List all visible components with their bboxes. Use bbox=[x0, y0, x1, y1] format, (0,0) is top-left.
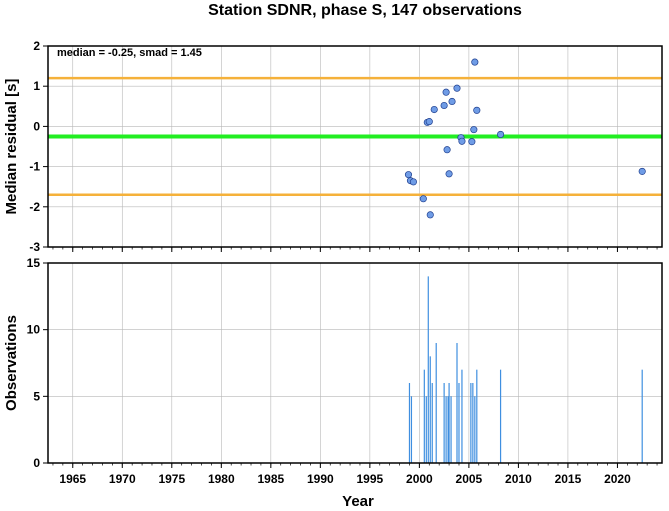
x-tick-label: 2015 bbox=[555, 472, 582, 486]
y-tick-label: 0 bbox=[33, 119, 40, 133]
residual-point bbox=[453, 84, 461, 92]
residual-point bbox=[425, 118, 433, 126]
observations-y-axis-label: Observations bbox=[3, 315, 20, 411]
x-tick-label: 1975 bbox=[158, 472, 185, 486]
x-tick-label: 1980 bbox=[208, 472, 235, 486]
y-tick-label: 0 bbox=[33, 456, 40, 470]
x-tick-label: 2005 bbox=[456, 472, 483, 486]
x-tick-label: 1970 bbox=[109, 472, 136, 486]
stats-annotation: median = -0.25, smad = 1.45 bbox=[57, 47, 202, 59]
observations-panel: 0 5 10 15 1965 1970 1975 1980 1985 1990 1995 2000 2… bbox=[3, 247, 663, 510]
x-tick-label: 1995 bbox=[357, 472, 384, 486]
residual-point bbox=[440, 101, 448, 110]
observation-bars bbox=[408, 276, 643, 463]
residual-point bbox=[471, 58, 479, 66]
residual-point bbox=[419, 195, 427, 203]
residual-point bbox=[445, 170, 453, 178]
residual-point bbox=[430, 105, 438, 114]
residual-frame bbox=[47, 45, 663, 248]
residual-point bbox=[458, 137, 466, 145]
residual-point bbox=[426, 211, 434, 219]
x-axis-label: Year bbox=[342, 493, 374, 510]
year-x-ticks: 1965 1970 1975 1980 1985 1990 1995 2000 2005 2010… bbox=[52, 247, 658, 486]
residual-point bbox=[470, 126, 478, 134]
residual-y-ticks: -3 -2 -1 0 1 2 bbox=[29, 39, 48, 254]
observations-frame bbox=[47, 262, 663, 464]
residual-point bbox=[404, 171, 413, 179]
y-tick-label: 1 bbox=[33, 79, 40, 93]
x-tick-label: 2020 bbox=[604, 472, 631, 486]
residual-points bbox=[404, 58, 646, 219]
residual-panel: -3 -2 -1 0 1 2 median = -0.25, smad = 1.45 Me… bbox=[3, 39, 663, 254]
residual-point bbox=[473, 106, 481, 114]
x-tick-label: 2000 bbox=[406, 472, 433, 486]
residual-point bbox=[443, 146, 451, 154]
residual-y-axis-label: Median residual [s] bbox=[3, 79, 20, 215]
residual-grid bbox=[48, 45, 662, 248]
x-tick-label: 2010 bbox=[505, 472, 532, 486]
x-tick-label: 1990 bbox=[307, 472, 334, 486]
y-tick-label: -2 bbox=[29, 200, 40, 214]
y-tick-label: 10 bbox=[27, 323, 41, 337]
y-tick-label: -3 bbox=[29, 240, 40, 254]
residual-point bbox=[468, 138, 476, 146]
residual-point bbox=[442, 88, 450, 96]
y-tick-label: -1 bbox=[29, 160, 40, 174]
y-tick-label: 2 bbox=[33, 39, 40, 53]
observations-y-ticks: 0 5 10 15 bbox=[27, 256, 48, 470]
chart-title: Station SDNR, phase S, 147 observations bbox=[208, 2, 522, 19]
residual-point bbox=[448, 97, 456, 106]
residual-point bbox=[409, 178, 417, 186]
x-tick-label: 1985 bbox=[257, 472, 284, 486]
y-tick-label: 15 bbox=[27, 256, 41, 270]
x-tick-label: 1965 bbox=[59, 472, 86, 486]
residual-point bbox=[638, 167, 646, 175]
observations-grid bbox=[48, 262, 662, 464]
residual-point bbox=[497, 130, 505, 138]
y-tick-label: 5 bbox=[33, 389, 40, 403]
